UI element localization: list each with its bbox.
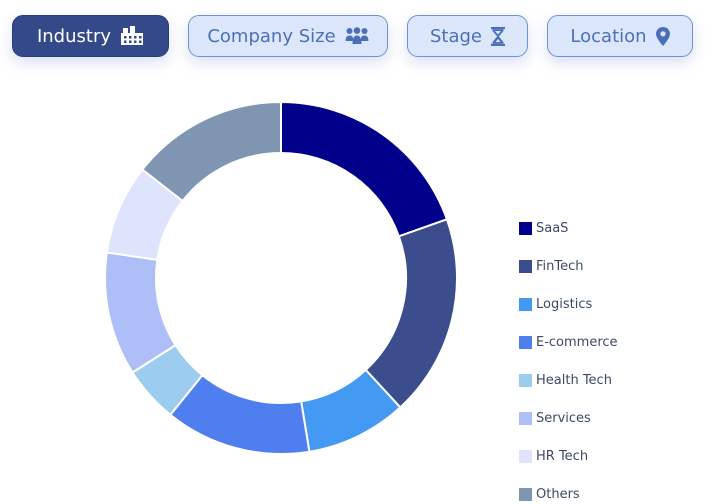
legend-item-hr-tech[interactable]: HR Tech <box>519 446 588 466</box>
location-filter-button[interactable]: Location <box>547 15 693 57</box>
legend-label: Others <box>536 486 580 502</box>
legend-label: FinTech <box>536 258 584 274</box>
building-icon <box>120 26 144 46</box>
legend-label: E-commerce <box>536 334 618 350</box>
industry-chart: SaaS FinTech Logistics E-commerce Health Tec… <box>0 70 716 502</box>
legend-label: Services <box>536 410 591 426</box>
legend-item-fintech[interactable]: FinTech <box>519 256 584 276</box>
legend-swatch <box>519 411 532 425</box>
slice-others[interactable] <box>140 100 282 203</box>
legend-swatch <box>519 335 532 349</box>
donut-chart <box>104 100 458 455</box>
company-size-filter-button[interactable]: Company Size <box>188 15 388 57</box>
legend-item-logistics[interactable]: Logistics <box>519 294 592 314</box>
legend-swatch <box>519 449 532 463</box>
legend-label: Health Tech <box>536 372 612 388</box>
legend-label: Logistics <box>536 296 593 312</box>
people-icon <box>345 27 369 45</box>
legend-swatch <box>519 487 532 501</box>
company-size-filter-label: Company Size <box>207 25 336 47</box>
legend-item-saas[interactable]: SaaS <box>519 218 568 238</box>
legend-item-others[interactable]: Others <box>519 484 580 504</box>
industry-filter-label: Industry <box>36 25 112 47</box>
slice-fintech[interactable] <box>364 218 458 409</box>
map-pin-icon <box>655 26 670 46</box>
legend-swatch <box>519 221 532 235</box>
legend-item-e-commerce[interactable]: E-commerce <box>519 332 618 352</box>
legend-label: SaaS <box>536 220 569 236</box>
legend-label: HR Tech <box>536 448 589 464</box>
location-filter-label: Location <box>570 25 647 47</box>
legend-item-services[interactable]: Services <box>519 408 591 428</box>
filter-bar: Industry Company Size <box>0 0 716 70</box>
legend-swatch <box>519 259 532 273</box>
legend-swatch <box>519 297 532 311</box>
slice-saas[interactable] <box>280 100 449 238</box>
industry-filter-button[interactable]: Industry <box>12 15 169 57</box>
stage-filter-button[interactable]: Stage <box>407 15 528 57</box>
legend-item-health-tech[interactable]: Health Tech <box>519 370 612 390</box>
legend-swatch <box>519 373 532 387</box>
stage-filter-label: Stage <box>429 25 482 47</box>
hourglass-icon <box>491 26 505 46</box>
